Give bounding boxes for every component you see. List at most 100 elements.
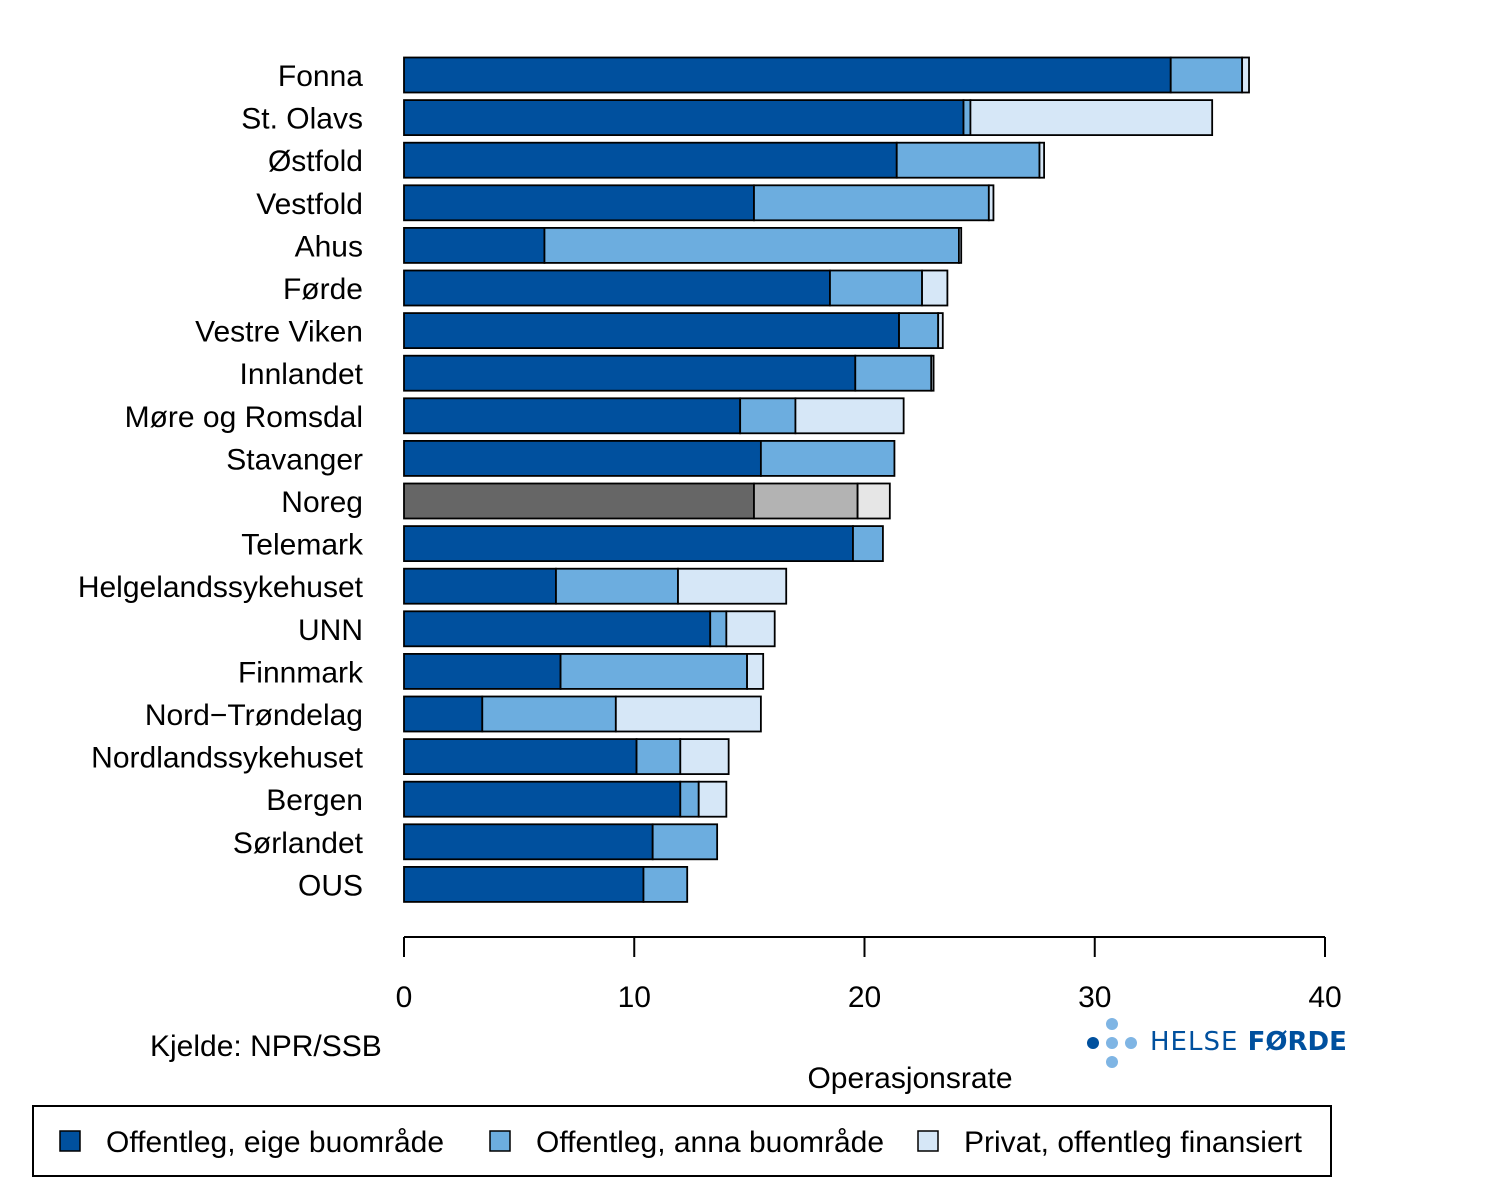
bar-segment <box>403 866 645 903</box>
source-note: Kjelde: NPR/SSB <box>150 1030 382 1063</box>
x-tick-label: 30 <box>1078 981 1111 1014</box>
bar-segment <box>651 823 719 861</box>
bar-segment <box>403 525 854 562</box>
cross-dots-icon <box>1087 1018 1137 1068</box>
bar-segment <box>709 610 728 648</box>
bar-segment <box>1038 141 1045 179</box>
bar-segment <box>403 780 682 818</box>
bar-segment <box>794 397 905 435</box>
x-axis-label: Operasjonsrate <box>807 1062 1012 1095</box>
bar-segment <box>697 780 728 818</box>
category-label: Ahus <box>295 230 363 263</box>
legend-swatch-2 <box>917 1130 939 1152</box>
category-label: Nord−Trøndelag <box>145 699 363 732</box>
bar-segment <box>753 184 990 222</box>
bar-segment <box>403 56 1172 94</box>
category-label: Helgelandssykehuset <box>78 571 364 604</box>
bar-segment <box>852 525 884 562</box>
category-label: Telemark <box>241 529 364 562</box>
bars-group <box>403 56 1250 903</box>
bar-segment <box>403 397 742 435</box>
bar-segment <box>898 312 940 350</box>
category-label: UNN <box>298 614 363 647</box>
bar-segment <box>403 354 857 392</box>
category-label: Noreg <box>281 486 363 519</box>
bar-segment <box>739 397 797 435</box>
logo: HELSE FØRDE <box>1087 1018 1347 1068</box>
bar-segment <box>403 269 831 307</box>
bar-segment <box>403 312 900 350</box>
bar-segment <box>1169 56 1244 94</box>
bar-segment <box>679 780 700 818</box>
bar-segment <box>930 354 935 392</box>
bar-segment <box>403 823 654 861</box>
x-tick-label: 20 <box>848 981 881 1014</box>
svg-text:HELSE FØRDE: HELSE FØRDE <box>1150 1027 1347 1057</box>
bar-segment <box>555 567 679 605</box>
category-label: Vestfold <box>256 188 363 221</box>
category-label: Østfold <box>268 145 363 178</box>
category-label: Innlandet <box>240 358 364 391</box>
bar-segment <box>937 312 944 350</box>
category-label: Fonna <box>278 60 363 93</box>
category-label: Nordlandssykehuset <box>91 742 363 775</box>
legend-label-1: Offentleg, anna buområde <box>536 1126 884 1159</box>
bar-segment <box>403 141 898 179</box>
category-label: Sørlandet <box>233 827 364 860</box>
bar-segment <box>403 653 562 690</box>
category-label: OUS <box>298 869 363 902</box>
bar-segment <box>856 482 891 520</box>
bar-segment <box>677 567 788 605</box>
bar-segment <box>854 354 933 392</box>
logo-text-bold: FØRDE <box>1248 1027 1347 1057</box>
legend-box <box>32 1105 1332 1177</box>
category-label: Vestre Viken <box>195 316 363 349</box>
bar-segment <box>746 653 765 690</box>
legend-label-0: Offentleg, eige buområde <box>106 1126 444 1159</box>
logo-text-light: HELSE <box>1150 1027 1248 1057</box>
legend: Offentleg, eige buområde Offentleg, anna… <box>32 1105 1332 1177</box>
bar-segment <box>895 141 1041 179</box>
category-label: Finnmark <box>238 656 364 689</box>
bar-segment <box>403 99 965 136</box>
bar-segment <box>635 738 682 775</box>
category-label: Møre og Romsdal <box>125 401 363 434</box>
legend-swatch-1 <box>489 1130 511 1152</box>
bar-segment <box>403 226 546 264</box>
bar-segment <box>969 99 1214 136</box>
bar-segment <box>403 439 762 477</box>
bar-segment <box>958 226 963 264</box>
category-label: St. Olavs <box>241 103 363 136</box>
bar-segment <box>1241 56 1250 94</box>
bar-segment <box>987 184 995 222</box>
category-label: Bergen <box>266 784 363 817</box>
bar-segment <box>403 738 638 775</box>
bar-segment <box>481 695 617 733</box>
bar-segment <box>614 695 762 733</box>
bar-segment <box>921 269 949 307</box>
x-tick-label: 40 <box>1308 981 1341 1014</box>
category-label: Stavanger <box>226 443 363 476</box>
bar-segment <box>559 653 748 690</box>
bar-segment <box>403 482 755 520</box>
bar-segment <box>543 226 960 264</box>
bar-segment <box>962 99 972 136</box>
bar-segment <box>403 695 484 733</box>
x-tick-label: 10 <box>618 981 651 1014</box>
bar-segment <box>403 184 755 222</box>
x-axis: 0 10 20 30 40 <box>396 936 1342 1014</box>
bar-segment <box>403 567 557 605</box>
bar-segment <box>753 482 859 520</box>
legend-swatch-0 <box>59 1130 81 1152</box>
bar-segment <box>679 738 730 775</box>
category-label: Førde <box>283 273 363 306</box>
bar-segment <box>829 269 923 307</box>
category-labels: Fonna St. Olavs Østfold Vestfold Ahus Førde Ve… <box>78 60 364 902</box>
bar-segment <box>759 439 896 477</box>
legend-label-2: Privat, offentleg finansiert <box>964 1126 1303 1159</box>
bar-segment <box>642 866 689 903</box>
bar-segment <box>403 610 712 648</box>
x-tick-label: 0 <box>396 981 413 1014</box>
bar-segment <box>725 610 776 648</box>
